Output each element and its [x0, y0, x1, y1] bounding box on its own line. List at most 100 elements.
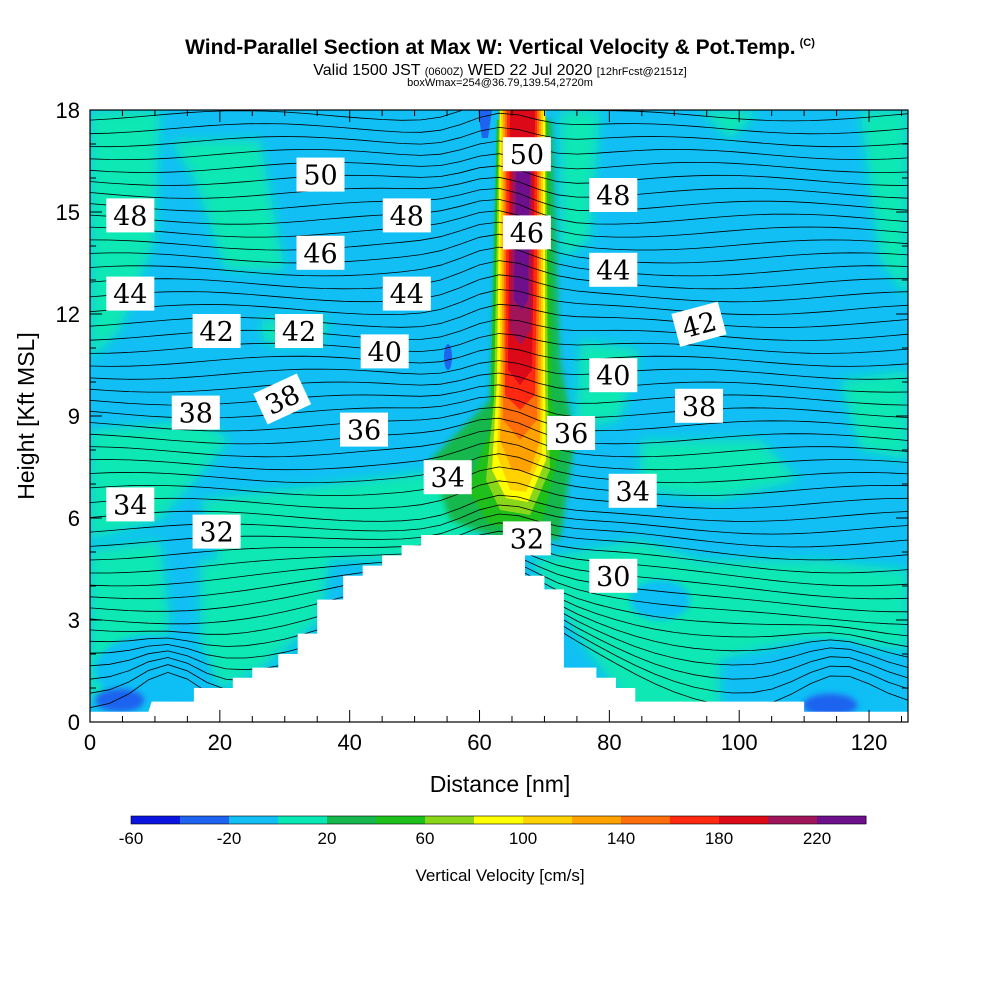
y-tick-label: 12: [56, 302, 80, 327]
colorbar-swatch: [719, 816, 769, 824]
x-tick-label: 100: [721, 730, 758, 755]
x-axis: 0 20 40 60 80 100 120: [84, 110, 903, 755]
theta-label-box: [589, 358, 638, 393]
theta-isoline: [90, 126, 908, 148]
y-tick-label: 18: [56, 98, 80, 123]
theta-label-box: [192, 314, 241, 348]
x-tick-label: 20: [208, 730, 232, 755]
theta-isoline: [90, 260, 908, 290]
theta-label-box: [423, 460, 472, 495]
theta-isoline: [90, 165, 908, 186]
theta-isoline: [90, 246, 908, 277]
theta-label-text: 48: [113, 201, 147, 232]
theta-label-text: 46: [510, 218, 544, 249]
theta-label: 48: [106, 198, 155, 233]
chart-title: Wind-Parallel Section at Max W: Vertical…: [0, 36, 1000, 60]
theta-isoline: [90, 522, 908, 561]
x-axis-label: Distance [nm]: [430, 771, 571, 797]
theta-label-box: [608, 473, 657, 508]
theta-isoline: [90, 274, 908, 303]
theta-label-text: 34: [431, 463, 465, 494]
theta-isoline: [90, 140, 908, 161]
theta-label-box: [671, 301, 727, 347]
colorbar-frame: [130, 815, 867, 825]
theta-isoline: [90, 198, 908, 225]
theta-label: 48: [382, 198, 431, 233]
theta-label-text: 40: [368, 337, 402, 368]
colorbar-swatch: [278, 816, 328, 824]
theta-label-box: [589, 252, 638, 287]
theta-label-text: 44: [390, 280, 424, 311]
theta-label-box: [275, 314, 323, 348]
y-tick-label: 0: [68, 710, 80, 735]
isotherm-label-group: 50 50 48 48 48 46 46 44 44 44 42 42 42 40 40 38 38 38 36 36…: [106, 137, 727, 593]
theta-isoline: [90, 384, 908, 406]
theta-label: 46: [502, 215, 551, 250]
forecast-info: [12hrFcst@2151z]: [596, 66, 687, 78]
theta-label-box: [502, 215, 551, 250]
theta-label-text: 48: [596, 181, 630, 212]
colorbar-swatch: [425, 816, 475, 824]
theta-label-text: 50: [303, 161, 337, 192]
theta-label-text: 44: [596, 256, 630, 287]
theta-label-text: 32: [199, 518, 233, 549]
x-tick-label: 80: [597, 730, 621, 755]
theta-label-text: 38: [682, 392, 716, 423]
theta-label-box: [296, 157, 345, 192]
valid-time: Valid 1500 JST: [313, 62, 421, 79]
theta-label: 38: [253, 373, 312, 425]
terrain-mask: [90, 535, 908, 722]
theta-label: 42: [275, 314, 323, 348]
x-tick-label: 60: [467, 730, 491, 755]
theta-isoline: [90, 346, 908, 367]
valid-time-utc: (0600Z): [424, 66, 464, 78]
colorbar-tick-label: -20: [217, 829, 242, 848]
copyright-mark: (C): [799, 37, 815, 49]
theta-label-box: [192, 514, 241, 549]
theta-label-text: 50: [510, 140, 544, 171]
colorbar-swatch: [180, 816, 230, 824]
theta-label-text: 44: [113, 280, 147, 311]
y-tick-label: 3: [68, 608, 80, 633]
theta-label: 34: [423, 460, 472, 495]
theta-label: 36: [547, 416, 596, 450]
theta-isoline: [90, 153, 908, 174]
theta-isoline: [90, 210, 908, 238]
theta-label-box: [106, 487, 155, 522]
theta-label-text: 38: [179, 399, 213, 430]
colorbar-tick-label: 140: [607, 829, 635, 848]
theta-isoline: [90, 360, 908, 380]
colorbar-tick-label: 60: [416, 829, 435, 848]
theta-label-text: 46: [303, 239, 337, 270]
theta-label-box: [502, 137, 551, 172]
theta-label-box: [106, 276, 155, 311]
theta-label-box: [589, 558, 638, 593]
theta-label-box: [382, 276, 431, 311]
colorbar-swatch: [327, 816, 377, 824]
valid-date: WED 22 Jul 2020: [467, 62, 593, 79]
theta-label-box: [171, 395, 220, 430]
x-tick-label: 0: [84, 730, 96, 755]
theta-isoline: [90, 395, 908, 419]
y-tick-label: 6: [68, 506, 80, 531]
box-wmax-line: boxWmax=254@36.79,139.54,2720m: [407, 77, 593, 89]
colorbar: -60 -20 20 60 100 140 180 220: [119, 815, 867, 848]
theta-isoline: [90, 480, 908, 509]
theta-isoline: [90, 453, 908, 484]
theta-isoline: [90, 187, 908, 212]
valid-time-line: Valid 1500 JST (0600Z) WED 22 Jul 2020 […: [0, 62, 1000, 80]
theta-label-box: [382, 198, 431, 233]
theta-label: 40: [589, 358, 638, 393]
theta-label-text: 34: [616, 477, 650, 508]
colorbar-swatch: [131, 816, 181, 824]
theta-isoline: [90, 494, 908, 522]
theta-label-text: 30: [596, 562, 630, 593]
theta-label: 46: [296, 235, 345, 270]
theta-label-text: 48: [390, 201, 424, 232]
theta-label: 38: [675, 388, 723, 423]
theta-label-text: 40: [596, 361, 630, 392]
theta-label: 48: [589, 178, 638, 212]
theta-isoline: [90, 289, 908, 316]
